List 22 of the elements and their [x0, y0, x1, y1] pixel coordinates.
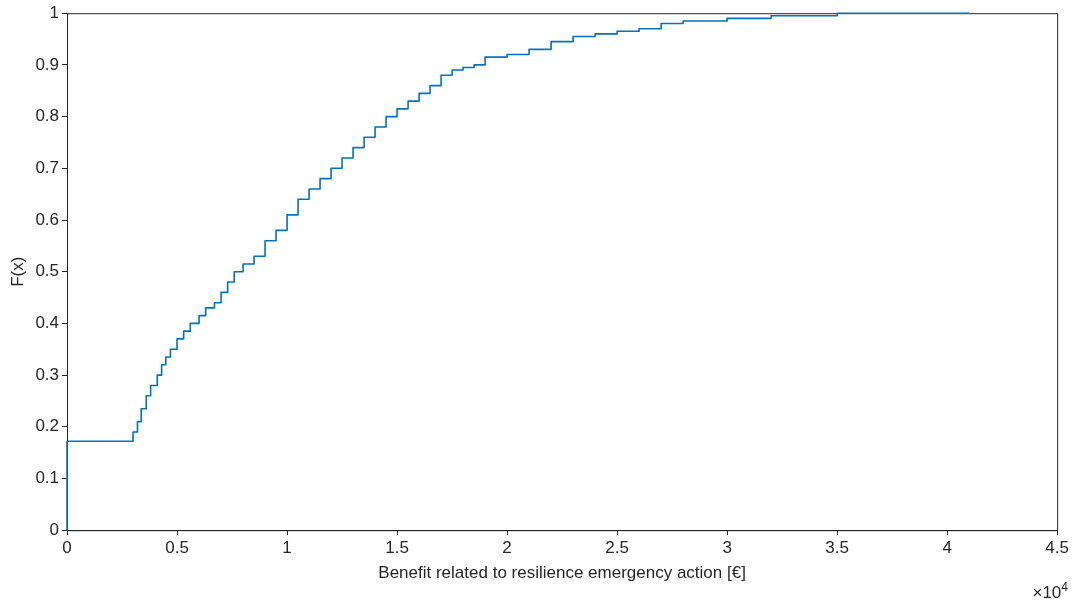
x-tick-label: 3	[722, 538, 732, 558]
x-tick-label: 1	[282, 538, 292, 558]
y-tick-label: 0.2	[35, 416, 60, 436]
x-tick-label: 0.5	[165, 538, 189, 558]
y-tick-label: 0	[49, 519, 60, 539]
y-tick-label: 0.9	[35, 54, 60, 74]
y-tick-label: 0.7	[35, 157, 60, 177]
x-tick-label: 1.5	[385, 538, 409, 558]
x-tick-label: 4	[942, 538, 952, 558]
x-tick-label: 3.5	[825, 538, 849, 558]
y-tick-label: 0.5	[35, 261, 60, 281]
y-axis-title: F(x)	[7, 256, 27, 287]
x-tick-label: 2.5	[605, 538, 629, 558]
x-tick-label: 4.5	[1045, 538, 1069, 558]
y-tick-label: 0.8	[35, 106, 60, 126]
y-tick-label: 0.4	[35, 313, 60, 333]
y-tick-label: 0.3	[35, 364, 60, 384]
y-tick-label: 0.6	[35, 209, 60, 229]
y-tick-label: 0.1	[35, 468, 60, 488]
x-axis-title: Benefit related to resilience emergency action [€]	[378, 563, 746, 583]
x-tick-label: 2	[502, 538, 512, 558]
y-tick-label: 1	[49, 2, 60, 22]
